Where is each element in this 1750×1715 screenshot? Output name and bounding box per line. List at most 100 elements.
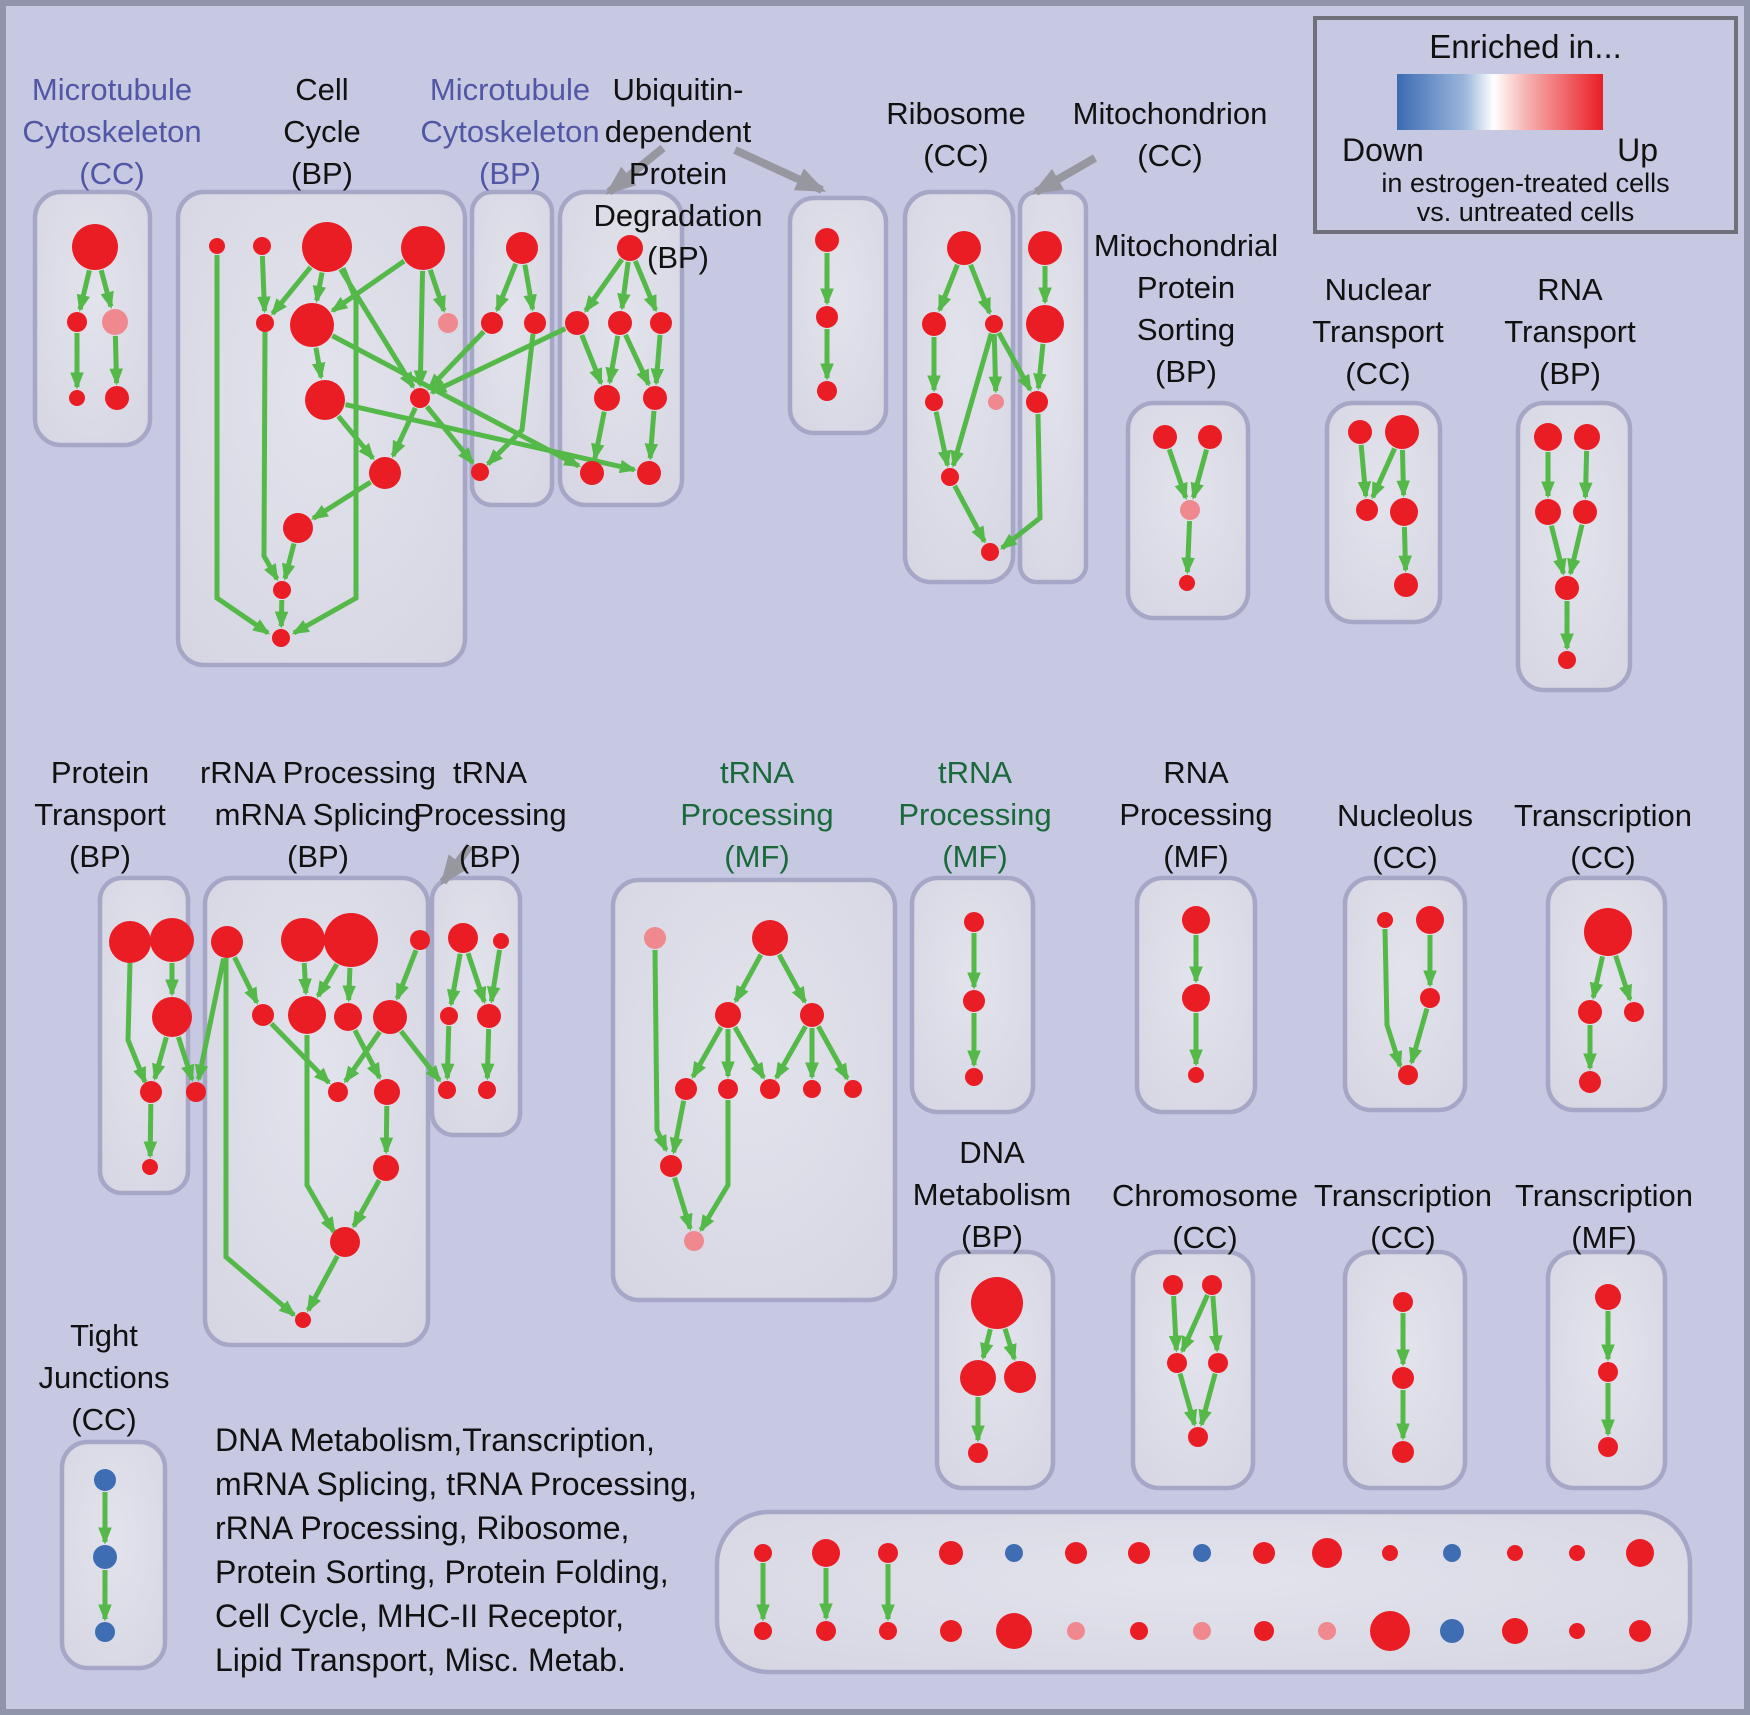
cross-edge: [429, 326, 567, 395]
legend-title: Enriched in...: [1429, 28, 1622, 65]
go-term-node-misc-top: [1193, 1544, 1211, 1562]
cluster-label-ubiquitin-dependent-protein-degradation-bp: (BP): [647, 240, 709, 275]
cluster-label-cell-cycle-bp: Cycle: [283, 114, 361, 149]
cluster-label-trna-processing-mf-2: (MF): [942, 839, 1007, 874]
legend-gradient-bar: [1397, 74, 1603, 130]
cluster-label-ribosome-cc: (CC): [923, 138, 988, 173]
go-term-node-mitochondrion: [1026, 391, 1048, 413]
go-term-node-ubiquitin-degradation-2: [816, 306, 838, 328]
cluster-label-ubiquitin-dependent-protein-degradation-bp: Protein: [629, 156, 727, 191]
cluster-label-protein-transport-bp: (BP): [69, 839, 131, 874]
go-term-node-transcription-mf: [1595, 1284, 1621, 1310]
go-term-node-chromosome: [1208, 1353, 1228, 1373]
go-term-node-transcription-cc-b: [1393, 1292, 1413, 1312]
cluster-label-ubiquitin-dependent-protein-degradation-bp: Ubiquitin-: [613, 72, 744, 107]
cluster-box-rrna-mrna: [202, 875, 431, 1348]
cross-edge: [427, 329, 486, 391]
edge-trna-mf-large: [816, 1025, 850, 1081]
cluster-label-trna-processing-mf-1: Processing: [680, 797, 833, 832]
cluster-box-cell-cycle: [175, 189, 468, 668]
label-pointer-arrow: [605, 144, 666, 196]
go-term-node-trna-bp: [493, 933, 509, 949]
edge-rrna-mrna: [306, 1254, 340, 1313]
edge-ubiquitin-degradation-1: [579, 334, 604, 386]
edge-ribosome: [937, 263, 960, 313]
cluster-box-rna-transport: [1515, 400, 1633, 693]
edge-ubiquitin-degradation-1: [583, 257, 624, 313]
go-term-node-mitochondrial-protein-sorting: [1198, 425, 1222, 449]
edge-cell-cycle: [427, 269, 447, 314]
cluster-box-ubiquitin-degradation-2: [787, 195, 889, 436]
cluster-label-microtubule-cytoskeleton-bp: (BP): [479, 156, 541, 191]
cluster-label-cell-cycle-bp: (BP): [291, 156, 353, 191]
cluster-label-transcription-cc-row3: (CC): [1370, 1220, 1435, 1255]
go-term-node-trna-mf-small: [964, 912, 984, 932]
go-term-node-protein-transport: [142, 1159, 158, 1175]
go-term-node-transcription-mf: [1598, 1437, 1618, 1457]
go-term-node-ubiquitin-degradation-1: [608, 311, 632, 335]
cluster-label-mitochondrial-protein-sorting-bp: (BP): [1155, 354, 1217, 389]
cluster-label-chromosome-cc: Chromosome: [1112, 1178, 1298, 1213]
go-term-node-microtubule-cc: [102, 309, 128, 335]
go-term-node-microtubule-bp: [471, 463, 489, 481]
go-term-node-mitochondrial-protein-sorting: [1179, 575, 1195, 591]
go-term-node-nuclear-transport: [1348, 420, 1372, 444]
go-term-node-tight-junctions: [95, 1622, 115, 1642]
edge-rrna-mrna: [342, 967, 357, 1003]
cluster-box-misc-bar: [714, 1509, 1693, 1675]
edge-rrna-mrna: [394, 949, 419, 1001]
cluster-label-transcription-cc-row3: Transcription: [1314, 1178, 1492, 1213]
go-term-node-misc-top: [1626, 1539, 1654, 1567]
go-term-node-misc-bottom: [1193, 1622, 1211, 1640]
edge-nuclear-transport: [1398, 526, 1412, 573]
go-term-node-misc-top: [1569, 1545, 1585, 1561]
cluster-box-microtubule-bp: [469, 189, 555, 508]
go-term-node-misc-bottom: [1502, 1618, 1528, 1644]
go-term-node-misc-bottom: [1629, 1620, 1651, 1642]
edge-ubiquitin-degradation-1: [591, 411, 607, 461]
go-term-node-trna-bp: [478, 1081, 496, 1099]
go-term-node-ribosome: [925, 393, 943, 411]
go-term-node-transcription-cc-a: [1579, 1071, 1601, 1093]
go-term-node-cell-cycle: [253, 237, 271, 255]
go-term-node-misc-bottom: [1254, 1621, 1274, 1641]
cluster-label-tight-junctions-cc: Tight: [70, 1318, 138, 1353]
edge-trna-mf-large: [774, 1025, 808, 1080]
cluster-label-ribosome-cc: Ribosome: [886, 96, 1026, 131]
go-term-node-tight-junctions: [94, 1469, 116, 1491]
edge-trna-bp: [465, 952, 487, 1005]
cluster-label-protein-transport-bp: Transport: [34, 797, 166, 832]
cluster-label-microtubule-cytoskeleton-cc: Cytoskeleton: [22, 114, 201, 149]
cluster-box-chromosome: [1130, 1249, 1256, 1491]
cluster-label-trna-processing-mf-1: tRNA: [720, 755, 794, 790]
go-term-node-chromosome: [1188, 1427, 1208, 1447]
edge-trna-mf-large: [672, 1176, 693, 1232]
go-term-node-cell-cycle: [401, 226, 445, 270]
edge-ribosome: [933, 411, 952, 468]
cluster-label-rna-transport-bp: (BP): [1539, 356, 1601, 391]
go-term-node-trna-mf-large: [644, 927, 666, 949]
cluster-label-rna-processing-mf: RNA: [1163, 755, 1229, 790]
note-line: DNA Metabolism,Transcription,: [215, 1422, 655, 1458]
go-term-node-cell-cycle: [410, 388, 430, 408]
go-term-node-misc-top: [1005, 1544, 1023, 1562]
go-term-node-rna-transport: [1555, 576, 1579, 600]
go-term-node-trna-bp: [477, 1004, 501, 1028]
legend-box: Enriched in... Down Up in estrogen-treat…: [1313, 16, 1738, 234]
go-term-node-microtubule-bp: [481, 312, 503, 334]
go-term-node-transcription-cc-a: [1578, 1000, 1602, 1024]
go-term-node-rrna-mrna: [330, 1227, 360, 1257]
go-term-node-mitochondrion: [1026, 305, 1064, 343]
go-term-node-misc-top: [1253, 1542, 1275, 1564]
edge-transcription-cc-a: [1613, 955, 1633, 1003]
go-term-node-ribosome: [981, 543, 999, 561]
cluster-label-dna-metabolism-bp: DNA: [959, 1135, 1025, 1170]
go-term-node-ubiquitin-degradation-1: [617, 235, 643, 261]
go-term-node-trna-bp: [440, 1007, 458, 1025]
edge-nuclear-transport: [1370, 447, 1397, 500]
go-term-node-trna-mf-large: [760, 1079, 780, 1099]
cluster-box-dna-metabolism: [934, 1249, 1056, 1491]
cluster-label-rrna-processing-mrna-splicing-bp: mRNA Splicing: [215, 797, 422, 832]
cluster-label-nucleolus-cc: Nucleolus: [1337, 798, 1473, 833]
cluster-label-ubiquitin-dependent-protein-degradation-bp: dependent: [605, 114, 752, 149]
